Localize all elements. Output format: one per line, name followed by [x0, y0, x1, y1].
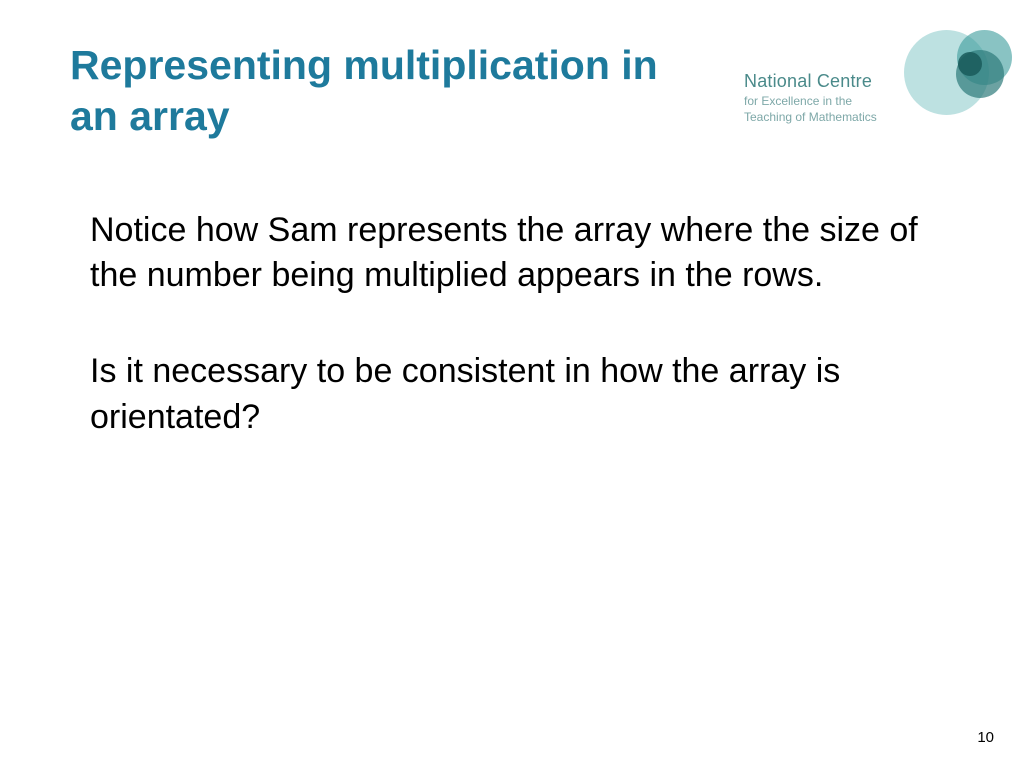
logo-text-block: National Centre for Excellence in the Te…: [744, 70, 877, 125]
brand-logo: National Centre for Excellence in the Te…: [744, 30, 1004, 150]
page-number: 10: [977, 729, 994, 746]
logo-sub-text-1: for Excellence in the: [744, 94, 877, 109]
body-paragraph-1: Notice how Sam represents the array wher…: [90, 208, 920, 300]
logo-sub-text-2: Teaching of Mathematics: [744, 110, 877, 125]
slide-body: Notice how Sam represents the array wher…: [70, 208, 920, 442]
logo-main-text: National Centre: [744, 70, 877, 93]
logo-circles-icon: [874, 30, 1004, 140]
logo-circle-4: [958, 52, 982, 76]
slide-title: Representing multiplication in an array: [70, 40, 670, 143]
body-paragraph-2: Is it necessary to be consistent in how …: [90, 349, 920, 441]
slide-container: Representing multiplication in an array …: [0, 0, 1024, 768]
